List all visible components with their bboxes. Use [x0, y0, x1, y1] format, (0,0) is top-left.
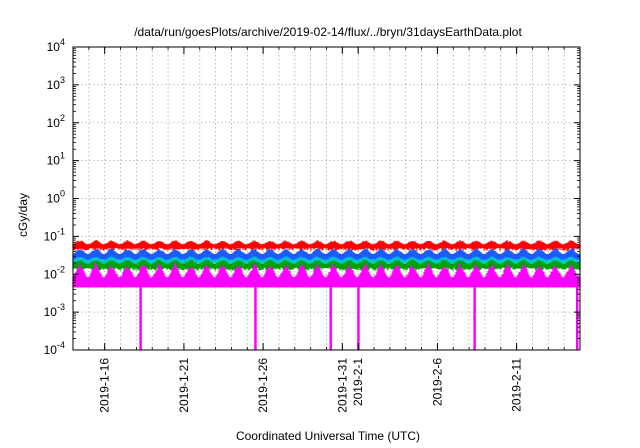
chart-title: /data/run/goesPlots/archive/2019-02-14/f…: [134, 25, 522, 39]
x-tick-label: 2019-2-1: [351, 358, 365, 406]
axes: [72, 46, 581, 351]
y-tick-label: 102: [47, 113, 65, 130]
grid: [73, 47, 580, 350]
x-tick-label: 2019-1-31: [335, 358, 349, 413]
x-tick-label: 2019-2-11: [510, 358, 524, 412]
x-tick-label: 2019-2-6: [430, 358, 444, 406]
dropout-mark: [139, 285, 142, 350]
x-tick-label: 2019-1-26: [256, 358, 270, 413]
dropout-mark: [254, 285, 257, 350]
x-ticks: 2019-1-16 2019-1-21 2019-1-26 2019-1-31 2019…: [98, 358, 524, 413]
dropout-mark: [357, 285, 360, 350]
y-axis-label: cGy/day: [16, 193, 30, 237]
y-tick-label: 10-1: [44, 226, 65, 243]
dropout-mark: [329, 285, 332, 350]
y-ticks: 10-4 10-3 10-2 10-1 100 101 102 103 104: [44, 37, 65, 357]
y-tick-label: 104: [47, 37, 65, 54]
y-tick-label: 103: [47, 75, 65, 92]
y-tick-label: 100: [47, 189, 65, 206]
y-tick-label: 101: [47, 151, 65, 168]
x-axis-label: Coordinated Universal Time (UTC): [236, 429, 420, 443]
y-tick-label: 10-4: [44, 340, 65, 357]
plot-frame: [72, 46, 581, 351]
y-tick-label: 10-3: [44, 302, 65, 319]
dropout-mark: [473, 285, 476, 350]
series-layer: [72, 240, 581, 350]
x-tick-label: 2019-1-16: [98, 358, 112, 413]
x-tick-label: 2019-1-21: [177, 358, 191, 413]
y-tick-label: 10-2: [44, 264, 65, 281]
